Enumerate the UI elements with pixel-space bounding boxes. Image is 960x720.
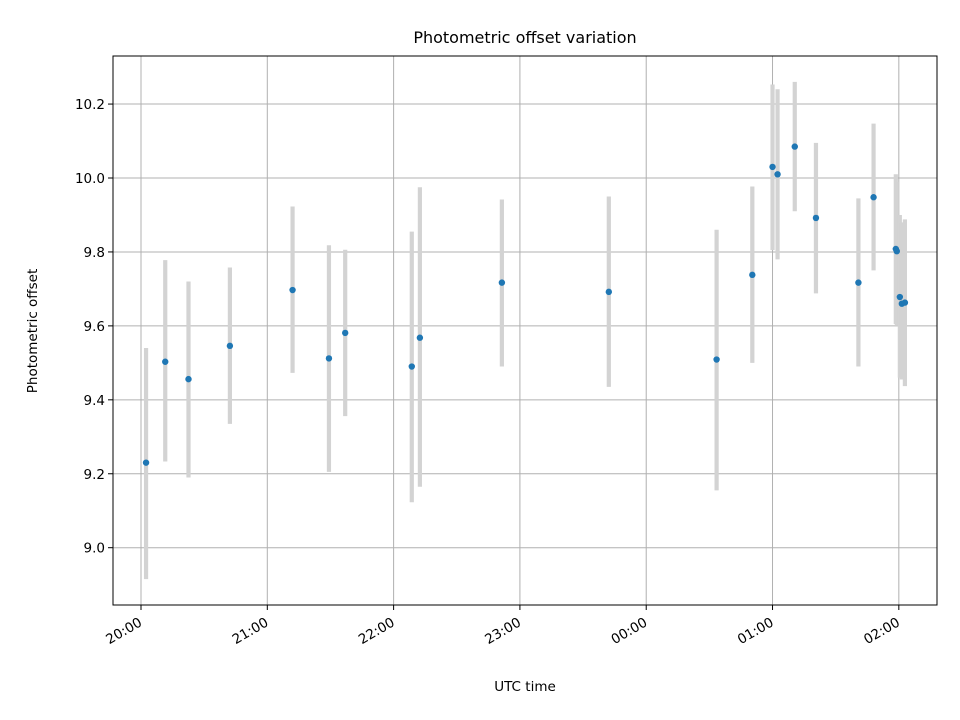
data-point bbox=[289, 286, 296, 294]
y-axis-ticks: 9.0 9.2 9.4 9.6 9.8 10.0 10.2 bbox=[75, 97, 113, 557]
data-point bbox=[408, 363, 415, 370]
data-point bbox=[774, 171, 781, 178]
y-tick-label: 9.0 bbox=[84, 541, 105, 557]
y-tick-label: 10.2 bbox=[75, 97, 105, 113]
data-point bbox=[749, 271, 756, 279]
x-tick-label: 02:00 bbox=[861, 615, 903, 648]
x-axis-ticks: 20:00 21:00 22:00 23:00 00:00 01:00 02:00 bbox=[103, 605, 903, 648]
grid bbox=[113, 56, 937, 605]
y-tick-label: 10.0 bbox=[75, 171, 105, 187]
data-point bbox=[325, 355, 333, 362]
x-axis-label: UTC time bbox=[494, 679, 556, 695]
data-point bbox=[893, 248, 900, 255]
x-tick-label: 21:00 bbox=[230, 615, 272, 648]
data-point bbox=[498, 279, 506, 286]
y-tick-label: 9.8 bbox=[84, 245, 105, 261]
x-tick-label: 00:00 bbox=[609, 615, 651, 648]
y-tick-label: 9.6 bbox=[84, 319, 105, 335]
x-tick-label: 23:00 bbox=[482, 615, 524, 648]
x-tick-label: 01:00 bbox=[735, 615, 777, 648]
data-point bbox=[185, 375, 192, 383]
data-point bbox=[896, 293, 904, 301]
data-point bbox=[812, 214, 820, 222]
error-bars bbox=[143, 81, 907, 580]
data-point bbox=[416, 334, 424, 341]
x-tick-label: 20:00 bbox=[103, 615, 145, 648]
data-point bbox=[791, 143, 798, 150]
data-point bbox=[855, 279, 862, 286]
data-point bbox=[713, 356, 720, 363]
data-points bbox=[142, 143, 909, 466]
data-point bbox=[870, 194, 877, 201]
data-point bbox=[226, 342, 234, 350]
data-point bbox=[769, 163, 776, 171]
plot-frame bbox=[112, 55, 938, 606]
data-point bbox=[901, 299, 909, 306]
data-point bbox=[341, 329, 349, 337]
x-tick-label: 22:00 bbox=[356, 615, 398, 648]
data-point bbox=[605, 288, 613, 296]
data-point bbox=[142, 459, 150, 466]
data-point bbox=[162, 358, 169, 365]
chart-title: Photometric offset variation bbox=[413, 28, 636, 47]
y-tick-label: 9.2 bbox=[84, 467, 105, 483]
y-tick-label: 9.4 bbox=[84, 393, 105, 409]
y-axis-label: Photometric offset bbox=[25, 269, 41, 393]
